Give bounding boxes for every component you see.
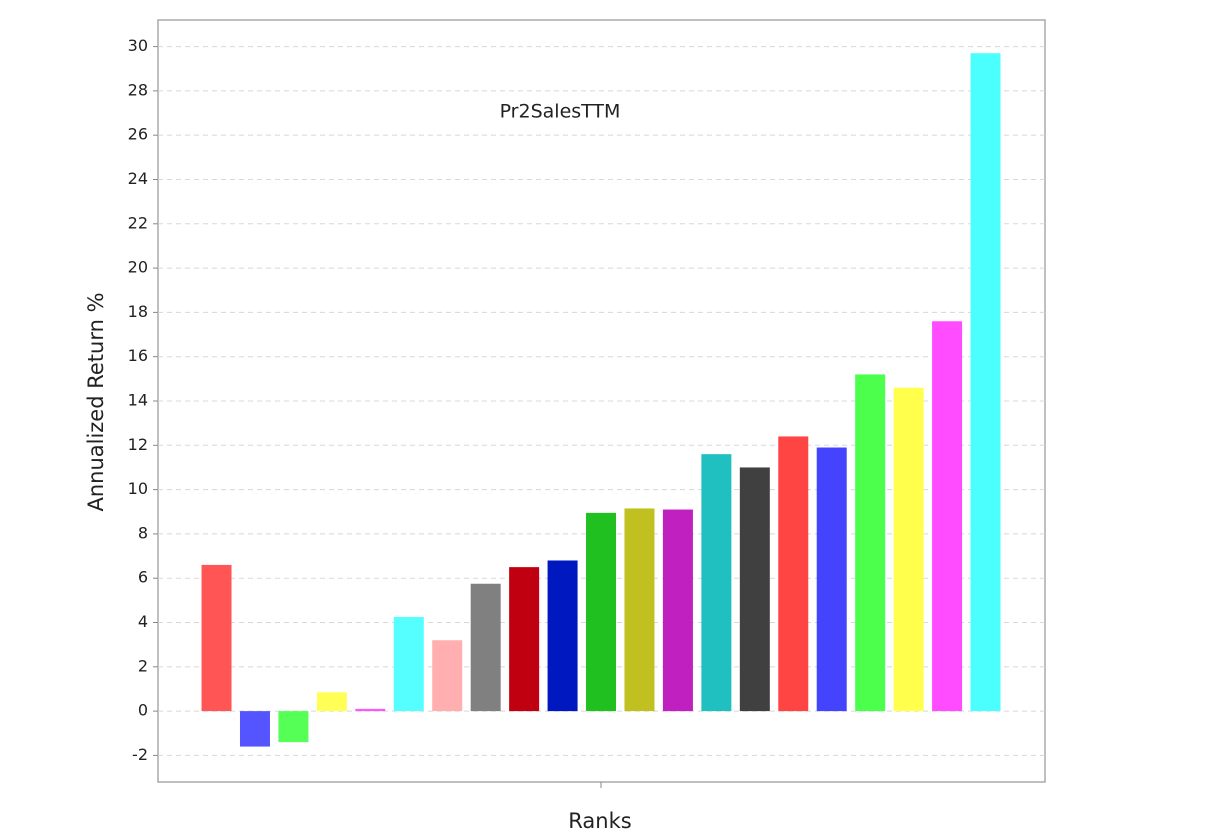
bar [662, 509, 693, 712]
y-tick-label: 24 [128, 169, 148, 188]
bar [239, 711, 270, 747]
y-tick-label: -2 [132, 745, 148, 764]
bar [893, 387, 924, 712]
y-axis-label: Annualized Return % [84, 292, 108, 511]
bar [547, 560, 578, 712]
chart-title: Pr2SalesTTM [500, 101, 621, 123]
bar [432, 640, 463, 712]
bar [816, 447, 847, 712]
y-tick-label: 18 [128, 302, 148, 321]
bar [586, 512, 617, 712]
bar [701, 454, 732, 712]
y-tick-label: 6 [138, 568, 148, 587]
y-tick-label: 28 [128, 80, 148, 99]
bar [470, 583, 501, 712]
y-tick-label: 30 [128, 36, 148, 55]
y-tick-label: 26 [128, 125, 148, 144]
y-tick-label: 20 [128, 258, 148, 277]
bar [932, 321, 963, 712]
x-axis-label: Ranks [568, 809, 631, 833]
y-tick-label: 4 [138, 612, 148, 631]
y-tick-label: 10 [128, 479, 148, 498]
bar [970, 53, 1001, 712]
bar [778, 436, 809, 712]
bar [355, 708, 386, 712]
bar [201, 564, 232, 712]
bar [624, 508, 655, 712]
bar [278, 711, 309, 743]
bar [509, 567, 540, 712]
bar [855, 374, 886, 712]
y-tick-label: 22 [128, 213, 148, 232]
y-tick-label: 14 [128, 391, 148, 410]
y-tick-label: 16 [128, 346, 148, 365]
y-tick-label: 2 [138, 656, 148, 675]
bar [739, 467, 770, 712]
y-tick-label: 0 [138, 701, 148, 720]
bar [393, 616, 424, 712]
bar [316, 692, 347, 712]
y-tick-label: 12 [128, 435, 148, 454]
y-tick-label: 8 [138, 523, 148, 542]
